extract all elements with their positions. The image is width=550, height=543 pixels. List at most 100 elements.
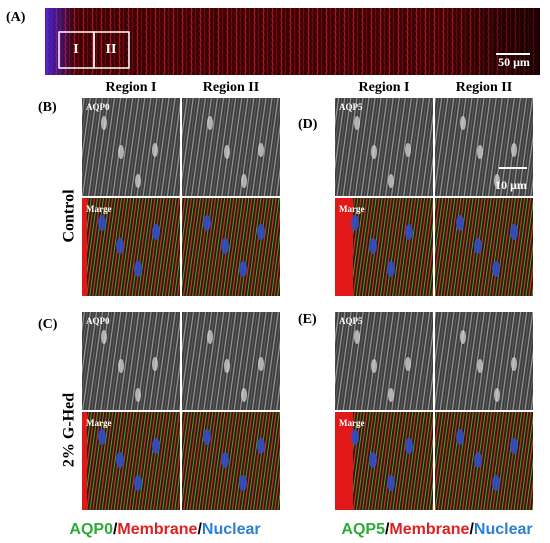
- bright-spot: [135, 174, 141, 188]
- nucleus: [98, 215, 106, 231]
- channel-label: AQP5: [339, 102, 363, 112]
- nucleus: [510, 438, 518, 454]
- region-label: I: [73, 42, 78, 57]
- nucleus: [203, 215, 211, 231]
- bright-spot: [354, 330, 360, 344]
- channel-label: AQP5: [339, 316, 363, 326]
- panel-label: (D): [298, 117, 318, 132]
- bright-spot: [494, 174, 500, 188]
- legend-part: Nuclear: [202, 521, 261, 538]
- micrograph-gray: [82, 312, 180, 410]
- nucleus: [405, 438, 413, 454]
- nucleus: [369, 452, 377, 468]
- legend-part: /: [385, 521, 390, 538]
- nucleus: [257, 224, 265, 240]
- row-label: 2% G-Hed: [61, 393, 78, 467]
- bright-spot: [152, 357, 158, 371]
- nucleus: [98, 429, 106, 445]
- bright-spot: [354, 116, 360, 130]
- nucleus: [239, 261, 247, 277]
- nucleus: [474, 452, 482, 468]
- channel-label: AQP0: [86, 102, 110, 112]
- nucleus: [492, 475, 500, 491]
- panel-label: (C): [38, 317, 58, 332]
- row-label: Control: [61, 189, 78, 243]
- legend-part: /: [469, 521, 474, 538]
- bright-spot: [135, 388, 141, 402]
- nucleus: [456, 429, 464, 445]
- bright-spot: [460, 116, 466, 130]
- bright-spot: [388, 174, 394, 188]
- panel-label: (A): [6, 10, 26, 25]
- nucleus: [116, 452, 124, 468]
- scale-label: 10 μm: [495, 178, 527, 192]
- region-box: [93, 31, 130, 69]
- micrograph-gray: [182, 312, 280, 410]
- nucleus: [387, 261, 395, 277]
- channel-label: Marge: [86, 418, 111, 428]
- bright-spot: [207, 116, 213, 130]
- legend-part: AQP0: [69, 521, 113, 538]
- channel-label: AQP0: [86, 316, 110, 326]
- overview-shade: [45, 8, 540, 75]
- column-header: Region I: [359, 80, 410, 95]
- bright-spot: [258, 357, 264, 371]
- legend-part: Membrane: [117, 521, 197, 538]
- nucleus: [134, 261, 142, 277]
- bright-spot: [405, 357, 411, 371]
- nucleus: [221, 238, 229, 254]
- nucleus: [351, 215, 359, 231]
- legend-part: /: [113, 521, 118, 538]
- bright-spot: [118, 145, 124, 159]
- micrograph-merge: [435, 198, 533, 296]
- channel-label: Marge: [339, 204, 364, 214]
- nucleus: [474, 238, 482, 254]
- legend-part: Nuclear: [474, 521, 533, 538]
- nucleus: [369, 238, 377, 254]
- panel-label: (B): [38, 100, 57, 115]
- column-header: Region II: [456, 80, 512, 95]
- nucleus: [239, 475, 247, 491]
- micrograph-merge: [82, 412, 180, 510]
- bright-spot: [477, 145, 483, 159]
- bright-spot: [511, 357, 517, 371]
- legend: AQP5/Membrane/Nuclear: [341, 521, 532, 538]
- bright-spot: [258, 143, 264, 157]
- bright-spot: [101, 116, 107, 130]
- nucleus: [134, 475, 142, 491]
- bright-spot: [494, 388, 500, 402]
- bright-spot: [152, 143, 158, 157]
- nucleus: [492, 261, 500, 277]
- column-header: Region II: [203, 80, 259, 95]
- bright-spot: [101, 330, 107, 344]
- bright-spot: [118, 359, 124, 373]
- bright-spot: [241, 174, 247, 188]
- membrane-edge: [82, 412, 87, 510]
- legend-part: AQP5: [341, 521, 385, 538]
- micrograph-merge: [182, 198, 280, 296]
- panel-label: (E): [298, 312, 317, 327]
- micrograph-gray: [335, 312, 433, 410]
- bright-spot: [405, 143, 411, 157]
- bright-spot: [477, 359, 483, 373]
- bright-spot: [388, 388, 394, 402]
- nucleus: [405, 224, 413, 240]
- region-label: II: [106, 42, 117, 57]
- bright-spot: [207, 330, 213, 344]
- bright-spot: [511, 143, 517, 157]
- nucleus: [387, 475, 395, 491]
- micrograph-gray: [82, 98, 180, 196]
- membrane-edge: [82, 198, 87, 296]
- nucleus: [116, 238, 124, 254]
- nucleus: [152, 224, 160, 240]
- nucleus: [221, 452, 229, 468]
- micrograph-merge: [182, 412, 280, 510]
- nucleus: [456, 215, 464, 231]
- legend-part: /: [197, 521, 202, 538]
- legend-part: Membrane: [389, 521, 469, 538]
- nucleus: [351, 429, 359, 445]
- legend: AQP0/Membrane/Nuclear: [69, 521, 260, 538]
- micrograph-gray: [182, 98, 280, 196]
- micrograph-gray: [435, 312, 533, 410]
